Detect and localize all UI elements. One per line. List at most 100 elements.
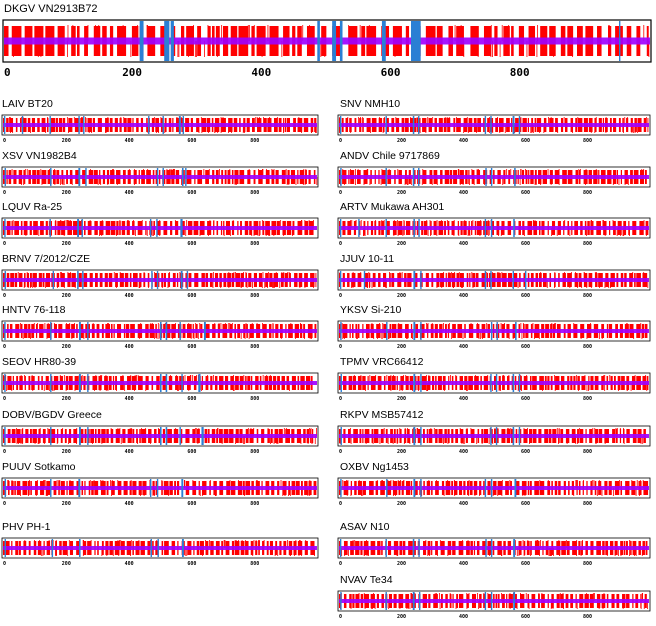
hydrophobic-tick [407,177,409,185]
track-right.2: ARTV Mukawa AH301 0 200 400 600 800 [337,201,651,247]
track-right.1: ANDV Chile 9717869 0 200 400 600 800 [337,150,651,196]
hydrophobic-tick [352,280,354,288]
hydrophobic-tick [186,220,188,228]
tick-label: 0 [339,449,342,455]
hydrophobic-tick [530,125,532,133]
hydrophobic-tick [401,272,403,280]
hydrophobic-tick [94,383,95,391]
hydrophobic-tick [148,280,149,288]
hydrophobic-tick [366,540,367,548]
hydrophobic-tick [258,540,259,548]
hydrophobic-tick [516,601,518,609]
hydrophobic-tick [467,540,469,548]
hydrophobic-tick [398,323,400,331]
hydrophobic-tick [365,436,367,444]
hydrophobic-tick [436,480,437,488]
hydrophobic-tick [155,125,157,133]
hydrophobic-tick [49,169,50,177]
hydrophobic-tick [302,25,304,41]
marker-bar [156,271,159,289]
track-left.5: SEOV HR80-39 0 200 400 600 800 [1,356,319,402]
hydrophobic-tick [158,331,160,339]
hydrophobic-tick [450,272,452,280]
hydrophobic-tick [276,117,278,125]
hydrophobic-tick [480,331,482,339]
marker-bar [170,21,174,61]
hydrophobic-tick [154,488,155,496]
marker-bar [495,427,498,445]
hydrophobic-tick [200,117,202,125]
hydrophobic-tick [410,593,412,601]
hydrophobic-tick [17,272,19,280]
hydrophobic-tick [507,428,509,436]
marker-bar [386,322,388,340]
hydrophobic-tick [273,169,275,177]
marker-bar [160,322,162,340]
hydrophobic-tick [320,41,322,57]
marker-bar [4,427,6,445]
hydrophobic-tick [457,169,459,177]
hydrophobic-tick [635,548,637,556]
marker-bar [418,219,420,237]
hydrophobic-tick [535,177,537,185]
hydrophobic-tick [404,428,406,436]
markers [340,479,517,497]
hydrophobic-tick [69,323,71,331]
tick-label: 600 [521,396,530,402]
hydrophobic-tick [198,428,200,436]
hydrophobic-tick [230,228,231,236]
hydrophobic-tick [314,436,316,444]
hydrophobic-tick [253,25,255,41]
markers [4,322,206,340]
hydrophobic-tick [279,280,281,288]
hydrophobic-tick [403,375,405,383]
hydrophobic-tick [639,480,641,488]
hydrophobic-tick [643,25,645,41]
hydrophobic-tick [346,488,348,496]
hydrophobic-tick [44,323,46,331]
marker-bar [164,21,170,61]
marker-bar [385,539,387,557]
hydrophobic-tick [603,375,605,383]
hydrophobic-tick [140,488,141,496]
hydrophobic-tick [553,41,555,57]
tick-label: 200 [397,138,406,144]
hydrophobic-tick [48,540,50,548]
hydrophobic-tick [412,383,414,391]
hydrophobic-tick [520,169,522,177]
hydrophobic-tick [554,383,556,391]
hydrophobic-tick [185,228,187,236]
hydrophobic-tick [465,383,467,391]
hydrophobic-tick [158,125,159,133]
hydrophobic-tick [82,117,84,125]
hydrophobic-tick [235,540,237,548]
hydrophobic-tick [267,25,269,41]
hydrophobic-tick [572,125,573,133]
hydrophobic-tick [554,375,555,383]
hydrophobic-tick [291,228,293,236]
hydrophobic-tick [217,428,219,436]
hydrophobic-tick [569,280,571,288]
marker-bar [51,539,54,557]
marker-bar [485,168,487,186]
hydrophobic-tick [452,280,454,288]
hydrophobic-tick [439,540,441,548]
hydrophobic-tick [412,331,413,339]
marker-bar [165,374,168,392]
hydrophobic-tick [461,436,463,444]
tick-label: 200 [62,138,71,144]
hydrophobic-tick [10,125,11,133]
hydrophobic-tick [24,169,26,177]
hydrophobic-tick [375,375,377,383]
hydrophobic-tick [281,41,283,57]
hydrophobic-tick [403,436,405,444]
hydrophobic-tick [367,169,369,177]
hydrophobic-tick [190,331,192,339]
hydrophobic-tick [122,25,124,41]
hydrophobic-tick [477,593,478,601]
hydrophobic-tick [406,331,407,339]
hydrophobic-tick [434,593,436,601]
hydrophobic-tick [70,272,72,280]
hydrophobic-tick [107,383,109,391]
hydrophobic-tick [516,548,518,556]
